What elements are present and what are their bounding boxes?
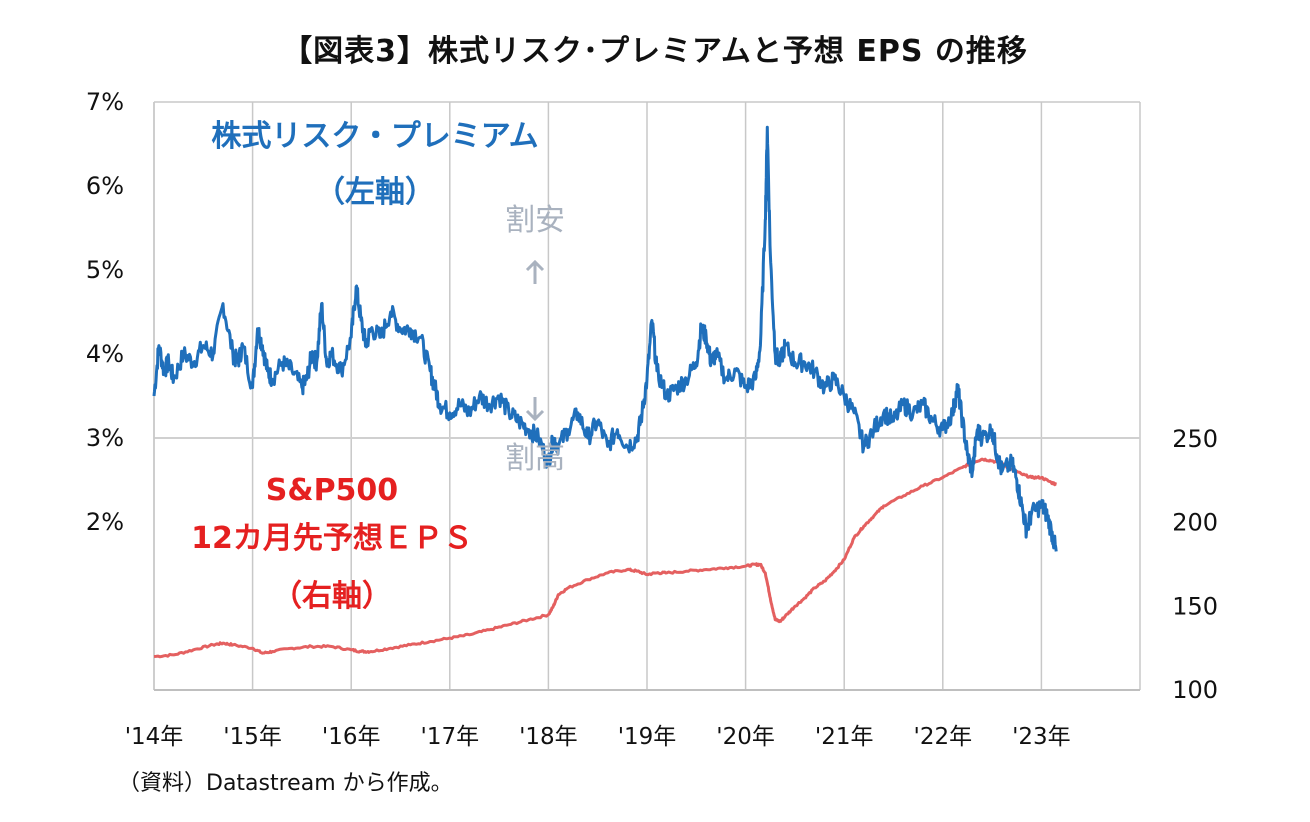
x-tick-label: '17年	[421, 724, 480, 750]
x-tick-label: '14年	[125, 724, 184, 750]
down-arrow-icon	[525, 397, 545, 422]
left-tick-label: 2%	[86, 508, 124, 536]
x-tick-label: '18年	[519, 724, 578, 750]
x-tick-label: '21年	[815, 724, 874, 750]
x-tick-label: '23年	[1012, 724, 1071, 750]
left-tick-label: 4%	[86, 340, 124, 368]
eps-label-line3: （右軸）	[272, 579, 392, 614]
x-tick-label: '16年	[322, 724, 381, 750]
x-tick-label: '19年	[618, 724, 677, 750]
right-tick-label: 100	[1172, 676, 1218, 704]
left-tick-label: 5%	[86, 256, 124, 284]
erp-label-line2: （左軸）	[315, 175, 435, 210]
right-tick-label: 250	[1172, 425, 1218, 453]
x-tick-label: '22年	[914, 724, 973, 750]
left-tick-label: 3%	[86, 424, 124, 452]
eps-series-line	[153, 457, 1058, 659]
erp-label-line1: 株式リスク・プレミアム	[211, 119, 538, 154]
source-note: （資料）Datastream から作成。	[118, 771, 453, 796]
right-tick-label: 200	[1172, 509, 1218, 537]
eps-label-line1: S&P500	[266, 473, 398, 508]
eps-label-line2: 12カ月先予想ＥＰＳ	[191, 521, 473, 556]
expensive-label: 割高	[505, 441, 565, 476]
gridlines	[153, 101, 1141, 690]
up-arrow-icon	[525, 259, 545, 284]
x-tick-label: '20年	[716, 724, 775, 750]
left-tick-label: 6%	[86, 172, 124, 200]
left-tick-label: 7%	[86, 88, 124, 116]
page-title: 【図表3】株式リスク･プレミアムと予想 EPS の推移	[282, 34, 1028, 69]
right-tick-label: 150	[1172, 592, 1218, 620]
erp-series-line	[152, 125, 1058, 552]
tick-labels: 2% 3% 4% 5% 6% 7% 100 150 200 250 '14年 '15年 '16年 '17年…	[86, 88, 1218, 750]
x-tick-label: '15年	[223, 724, 282, 750]
cheap-label: 割安	[505, 203, 565, 238]
series-lines	[152, 125, 1058, 659]
